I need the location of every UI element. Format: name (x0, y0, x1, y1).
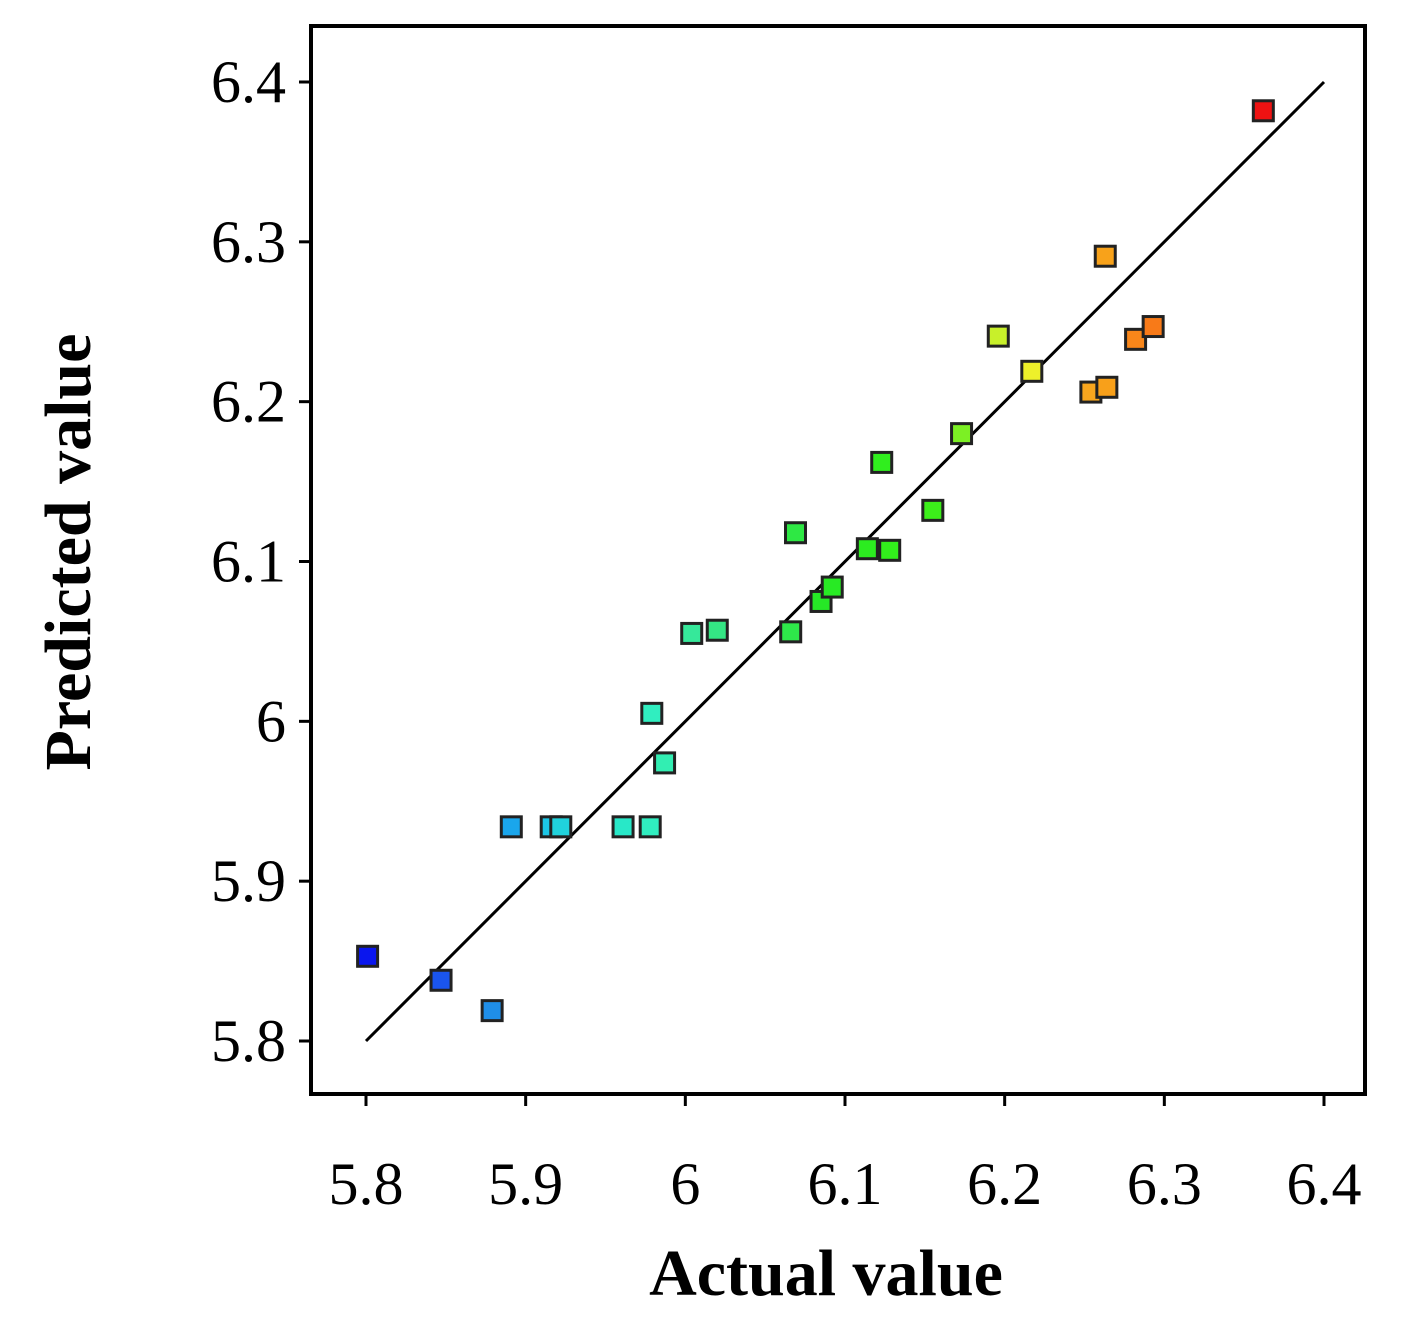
data-point (356, 944, 380, 968)
x-tick-label: 5.9 (488, 1151, 563, 1217)
y-tick-label: 6.1 (211, 529, 286, 595)
y-tick-label: 5.8 (211, 1008, 286, 1074)
data-point (878, 538, 902, 562)
data-point (820, 575, 844, 599)
x-tick-label: 6.3 (1127, 1151, 1202, 1217)
data-point (680, 621, 704, 645)
data-point (1095, 375, 1119, 399)
y-tick-label: 6.3 (211, 209, 286, 275)
data-point (638, 815, 662, 839)
x-tick-label: 5.8 (329, 1151, 404, 1217)
x-axis-title: Actual value (649, 1237, 1003, 1310)
data-point (1020, 359, 1044, 383)
data-point (870, 450, 894, 474)
y-tick-label: 5.9 (211, 848, 286, 914)
data-point (986, 324, 1010, 348)
data-point (779, 620, 803, 644)
data-points (356, 99, 1275, 1023)
data-point (1141, 315, 1165, 339)
data-point (653, 751, 677, 775)
plot-frame (309, 24, 1367, 1096)
data-point (499, 815, 523, 839)
data-point (1093, 244, 1117, 268)
data-point (855, 537, 879, 561)
x-tick-label: 6.1 (808, 1151, 883, 1217)
y-tick-label: 6 (256, 688, 286, 754)
data-point (950, 422, 974, 446)
x-tick-label: 6 (670, 1151, 700, 1217)
x-tick-label: 6.4 (1287, 1151, 1362, 1217)
x-axis-ticks: 5.8 5.9 6 6.1 6.2 6.3 6.4 (329, 1094, 1362, 1217)
reference-line (364, 80, 1326, 1043)
y-tick-label: 6.4 (211, 49, 286, 115)
data-point (921, 498, 945, 522)
data-point (480, 999, 504, 1023)
reference-line-group (364, 80, 1326, 1043)
x-tick-label: 6.2 (967, 1151, 1042, 1217)
data-point (705, 618, 729, 642)
data-point (549, 815, 573, 839)
data-point (640, 701, 664, 725)
data-point (611, 815, 635, 839)
data-point (1251, 99, 1275, 123)
y-tick-label: 6.2 (211, 369, 286, 435)
data-point (1124, 327, 1148, 351)
y-axis-title: Predicted value (32, 334, 105, 771)
y-axis-ticks: 5.8 5.9 6 6.1 6.2 6.3 6.4 (211, 49, 311, 1074)
data-point (429, 968, 453, 992)
data-point (784, 521, 808, 545)
